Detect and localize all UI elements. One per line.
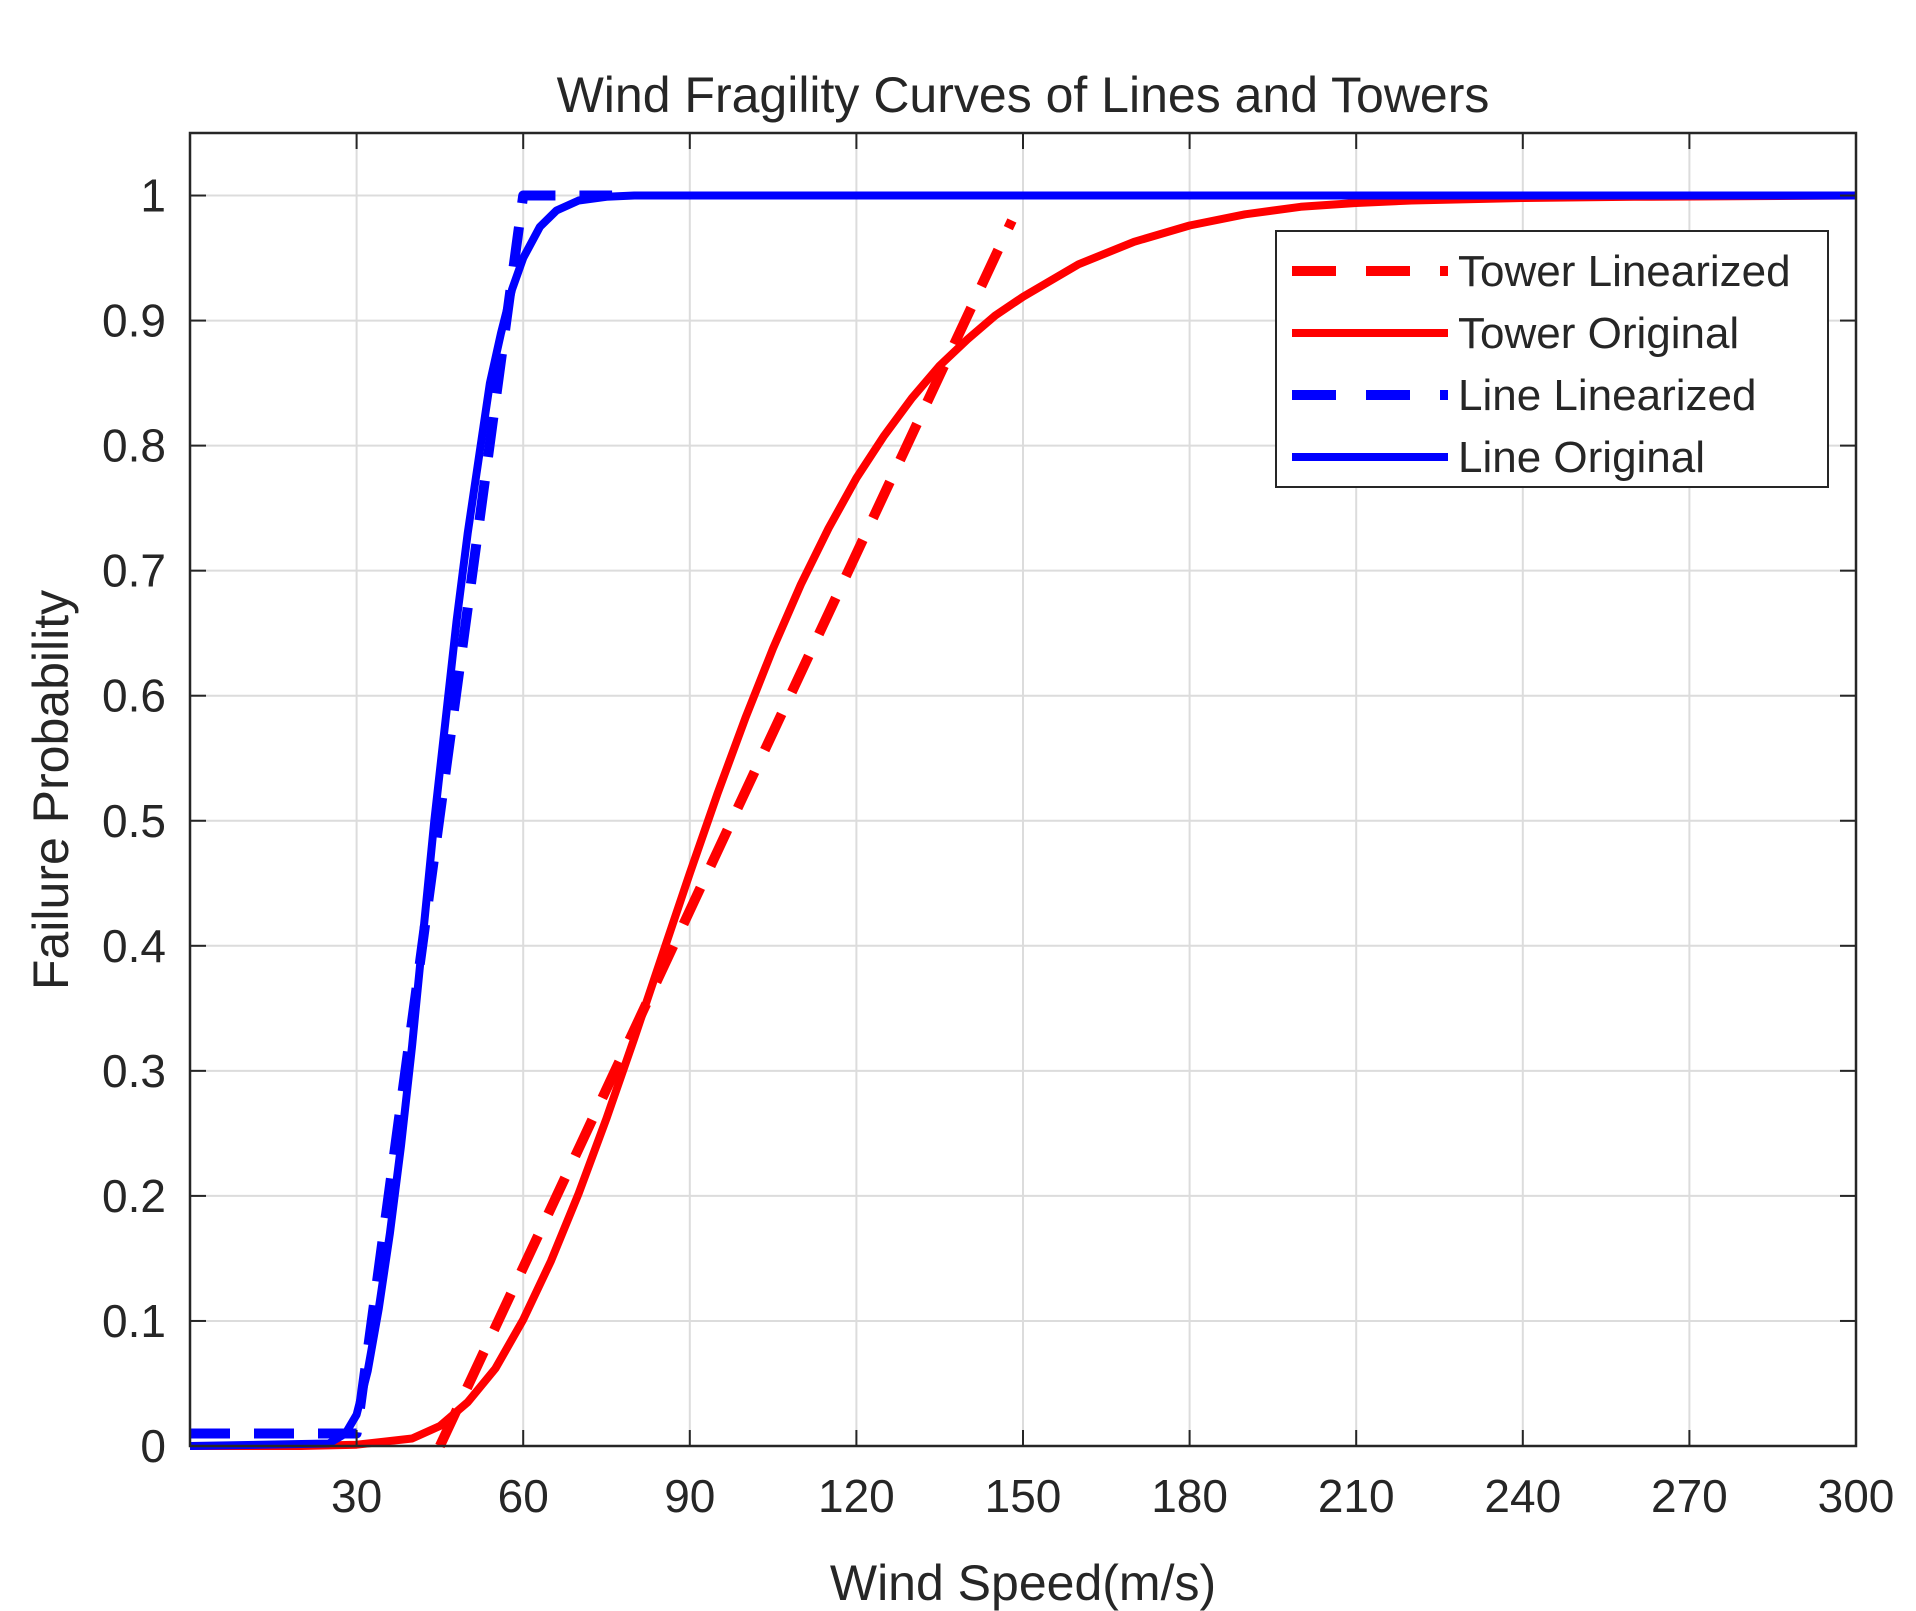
ticks: 30 60 90 120 150 180 210 240 270 300 0 0.1 0.2 0.3 0.4… bbox=[102, 133, 1894, 1522]
x-axis-label: Wind Speed(m/s) bbox=[830, 1555, 1216, 1611]
series-layer bbox=[189, 190, 1857, 1450]
series-line-linearized bbox=[190, 190, 613, 1439]
chart-title: Wind Fragility Curves of Lines and Tower… bbox=[557, 67, 1490, 123]
y-tick-label: 1 bbox=[140, 170, 166, 222]
y-tick-label: 0.1 bbox=[102, 1295, 166, 1347]
x-tick-label: 240 bbox=[1484, 1470, 1561, 1522]
grid bbox=[190, 133, 1857, 1447]
legend-label-line-original: Line Original bbox=[1458, 433, 1705, 482]
y-tick-label: 0.5 bbox=[102, 795, 166, 847]
y-tick-label: 0.7 bbox=[102, 545, 166, 597]
x-tick-label: 150 bbox=[985, 1470, 1062, 1522]
y-tick-label: 0 bbox=[140, 1420, 166, 1472]
x-tick-label: 30 bbox=[331, 1470, 382, 1522]
x-tick-label: 270 bbox=[1651, 1470, 1728, 1522]
series-line-original bbox=[189, 191, 1856, 1450]
series-tower-linearized bbox=[435, 218, 1017, 1449]
legend-label-tower-linearized: Tower Linearized bbox=[1458, 247, 1791, 296]
x-tick-label: 300 bbox=[1818, 1470, 1895, 1522]
x-tick-label: 60 bbox=[498, 1470, 549, 1522]
y-tick-label: 0.3 bbox=[102, 1045, 166, 1097]
legend-label-line-linearized: Line Linearized bbox=[1458, 371, 1756, 420]
legend: Tower Linearized Tower Original Line Linea… bbox=[1275, 230, 1829, 488]
x-tick-label: 120 bbox=[818, 1470, 895, 1522]
x-tick-label: 210 bbox=[1318, 1470, 1395, 1522]
x-tick-label: 180 bbox=[1151, 1470, 1228, 1522]
series-tower-original bbox=[190, 191, 1857, 1450]
y-axis-label: Failure Probability bbox=[23, 590, 79, 990]
y-tick-label: 0.9 bbox=[102, 295, 166, 347]
y-tick-label: 0.2 bbox=[102, 1170, 166, 1222]
x-tick-label: 90 bbox=[664, 1470, 715, 1522]
y-tick-label: 0.6 bbox=[102, 670, 166, 722]
y-tick-label: 0.4 bbox=[102, 920, 166, 972]
legend-label-tower-original: Tower Original bbox=[1458, 309, 1739, 358]
y-tick-label: 0.8 bbox=[102, 420, 166, 472]
